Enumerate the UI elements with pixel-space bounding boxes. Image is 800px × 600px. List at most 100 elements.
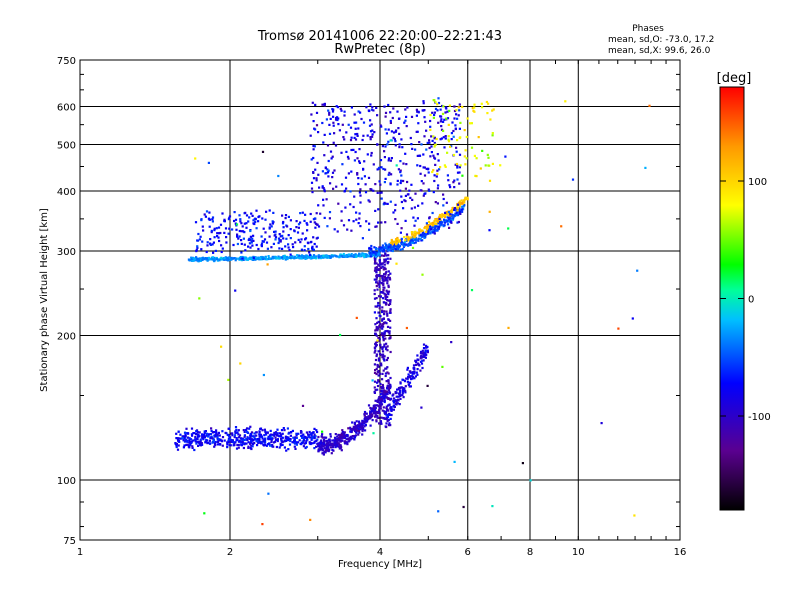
data-point [250, 432, 253, 435]
data-point [216, 435, 219, 438]
data-point [415, 371, 418, 374]
data-point [395, 400, 398, 403]
data-point [182, 439, 185, 442]
data-point [359, 194, 362, 197]
data-point [344, 255, 347, 258]
data-point [365, 253, 368, 256]
data-point [189, 438, 193, 441]
data-point [466, 198, 469, 201]
data-point [344, 206, 347, 209]
data-point [212, 259, 215, 262]
data-point [358, 431, 361, 434]
data-point [374, 305, 377, 308]
data-point [379, 390, 382, 393]
data-point [271, 433, 274, 436]
data-point [175, 432, 178, 435]
data-point [387, 424, 390, 427]
data-point [218, 259, 221, 262]
data-point [306, 436, 309, 439]
data-point [228, 215, 232, 218]
data-point [322, 254, 325, 257]
data-point [479, 167, 482, 170]
data-point [439, 138, 442, 141]
data-point [383, 313, 386, 316]
data-point [204, 441, 207, 444]
data-point [414, 236, 417, 240]
data-point [376, 381, 379, 384]
data-point [426, 349, 429, 352]
data-point [420, 406, 423, 409]
data-point [372, 109, 375, 112]
data-point [188, 444, 191, 447]
data-point [176, 448, 180, 451]
data-point [389, 139, 392, 142]
data-point [397, 388, 400, 391]
data-point [400, 238, 403, 242]
data-point [279, 435, 283, 438]
data-point [223, 218, 226, 221]
data-point [257, 256, 260, 259]
data-point [411, 147, 414, 150]
data-point [411, 198, 414, 201]
data-point [315, 237, 318, 240]
data-point [234, 289, 237, 292]
data-point [407, 236, 410, 239]
data-point [231, 257, 234, 260]
data-point [384, 337, 387, 340]
data-point [353, 429, 357, 433]
data-point [394, 245, 397, 248]
data-point [373, 380, 377, 383]
data-point [379, 393, 382, 396]
data-point [367, 404, 371, 407]
data-point [204, 257, 207, 260]
data-point [330, 157, 333, 160]
y-tick-label: 300 [57, 247, 76, 258]
data-point [363, 253, 366, 256]
data-point [418, 230, 421, 233]
data-point [357, 428, 360, 431]
data-point [387, 103, 390, 107]
data-point [381, 347, 384, 351]
data-point [373, 311, 376, 314]
data-point [363, 254, 366, 257]
data-point [383, 345, 386, 348]
data-point [349, 190, 352, 193]
data-point [421, 109, 424, 112]
data-point [329, 150, 333, 153]
data-point [381, 378, 384, 381]
data-point [206, 244, 209, 247]
data-point [392, 245, 395, 248]
data-point [463, 201, 466, 204]
data-point [347, 253, 350, 256]
data-point [328, 217, 331, 220]
data-point [424, 352, 427, 355]
data-point [457, 208, 460, 212]
data-point [433, 179, 436, 183]
data-point [267, 255, 270, 258]
data-point [423, 232, 426, 235]
data-point [384, 272, 387, 275]
data-point [427, 220, 431, 223]
data-point [304, 256, 307, 259]
data-point [376, 399, 380, 402]
data-point [309, 220, 312, 223]
data-point [190, 433, 193, 436]
data-point [255, 243, 258, 247]
data-point [409, 239, 412, 242]
data-point [276, 439, 279, 443]
data-point [192, 259, 195, 262]
data-point [387, 299, 390, 302]
data-point [379, 266, 382, 269]
data-point [458, 109, 461, 112]
data-point [384, 348, 388, 351]
data-point [185, 427, 188, 430]
data-point [382, 268, 385, 271]
data-point [221, 212, 224, 215]
data-point [289, 253, 292, 256]
data-point [355, 121, 358, 124]
data-point [384, 393, 387, 396]
data-point [188, 441, 191, 444]
data-point [375, 354, 378, 358]
data-point [393, 397, 396, 400]
